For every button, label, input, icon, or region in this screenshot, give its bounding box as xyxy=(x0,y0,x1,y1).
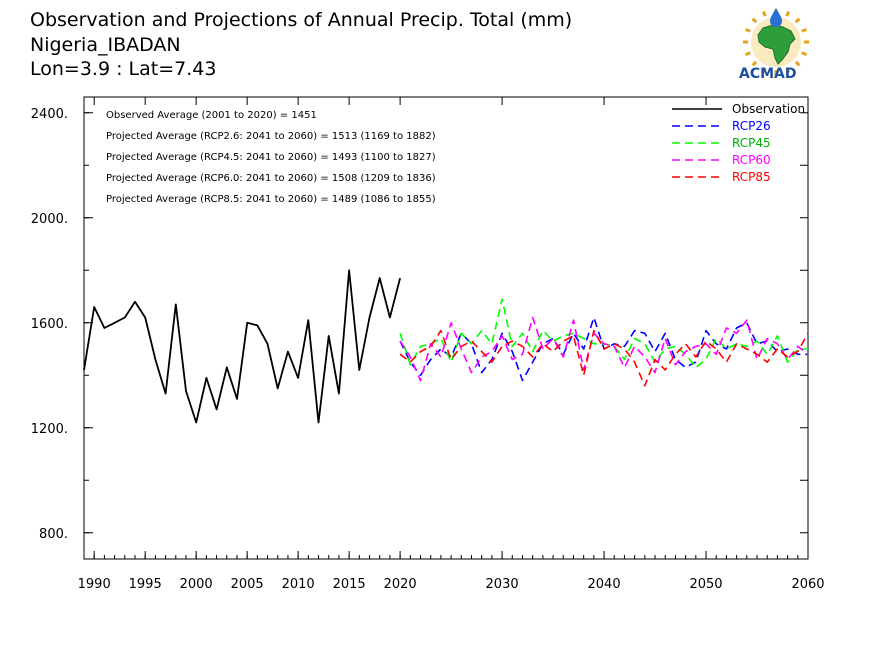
x-axis: 1990 1995 2000 2005 2010 2015 2020 2030 2040 2050… xyxy=(78,97,825,592)
sun-ray xyxy=(761,10,767,17)
x-tick-label: 1990 xyxy=(78,577,111,592)
legend-label-rcp60: RCP60 xyxy=(732,153,771,167)
series-line-rcp45 xyxy=(399,298,808,369)
sun-ray xyxy=(751,60,758,67)
x-tick-label: 2050 xyxy=(689,577,722,592)
annotation-rcp45-average: Projected Average (RCP4.5: 2041 to 2060)… xyxy=(106,152,436,163)
y-tick-label: 1200. xyxy=(31,422,68,437)
sun-ray xyxy=(785,10,791,17)
annotation-rcp26-average: Projected Average (RCP2.6: 2041 to 2060)… xyxy=(106,131,436,142)
location-label: Nigeria_IBADAN xyxy=(30,34,181,56)
x-tick-label: 2015 xyxy=(333,577,366,592)
x-tick-label: 2020 xyxy=(384,577,417,592)
y-tick-label: 800. xyxy=(39,527,68,542)
acmad-logo: ACMAD xyxy=(739,8,809,82)
y-axis: 800. 1200. 1600. 2000. 2400. xyxy=(31,107,808,542)
legend-label-rcp85: RCP85 xyxy=(732,170,771,184)
sun-ray xyxy=(801,27,808,33)
series-line-observation xyxy=(83,269,401,424)
sun-ray xyxy=(751,17,758,24)
chart-title: Observation and Projections of Annual Pr… xyxy=(30,9,572,31)
series-line-rcp85 xyxy=(399,329,809,387)
sun-ray xyxy=(744,51,751,57)
legend-label-observation: Observation xyxy=(732,102,805,116)
x-tick-label: 2040 xyxy=(588,577,621,592)
y-tick-label: 1600. xyxy=(31,317,68,332)
coordinates-label: Lon=3.9 : Lat=7.43 xyxy=(30,58,216,80)
x-tick-label: 2060 xyxy=(791,577,824,592)
y-tick-label: 2000. xyxy=(31,212,68,227)
sun-ray xyxy=(801,51,808,57)
sun-ray xyxy=(794,60,801,67)
x-tick-label: 2030 xyxy=(486,577,519,592)
x-tick-label: 2000 xyxy=(180,577,213,592)
legend: Observation RCP26 RCP45 RCP60 RCP85 xyxy=(672,102,805,184)
annotations: Observed Average (2001 to 2020) = 1451 P… xyxy=(106,110,436,205)
x-tick-label: 1995 xyxy=(129,577,162,592)
africa-map-icon xyxy=(757,24,796,65)
series-line-rcp60 xyxy=(399,316,809,382)
sun-ray xyxy=(794,17,801,24)
sun-ray xyxy=(785,67,791,74)
legend-label-rcp26: RCP26 xyxy=(732,119,771,133)
annotation-rcp60-average: Projected Average (RCP6.0: 2041 to 2060)… xyxy=(106,173,436,184)
annotation-rcp85-average: Projected Average (RCP8.5: 2041 to 2060)… xyxy=(106,194,436,205)
series-layer xyxy=(83,269,809,424)
x-tick-label: 2010 xyxy=(282,577,315,592)
sun-ray xyxy=(761,67,767,74)
logo-text: ACMAD xyxy=(739,66,797,82)
annotation-observed-average: Observed Average (2001 to 2020) = 1451 xyxy=(106,110,317,121)
plot-frame xyxy=(83,96,809,560)
y-tick-label: 2400. xyxy=(31,107,68,122)
x-tick-label: 2005 xyxy=(231,577,264,592)
water-drop-icon xyxy=(770,8,782,27)
sun-ray xyxy=(744,27,751,33)
legend-label-rcp45: RCP45 xyxy=(732,136,771,150)
